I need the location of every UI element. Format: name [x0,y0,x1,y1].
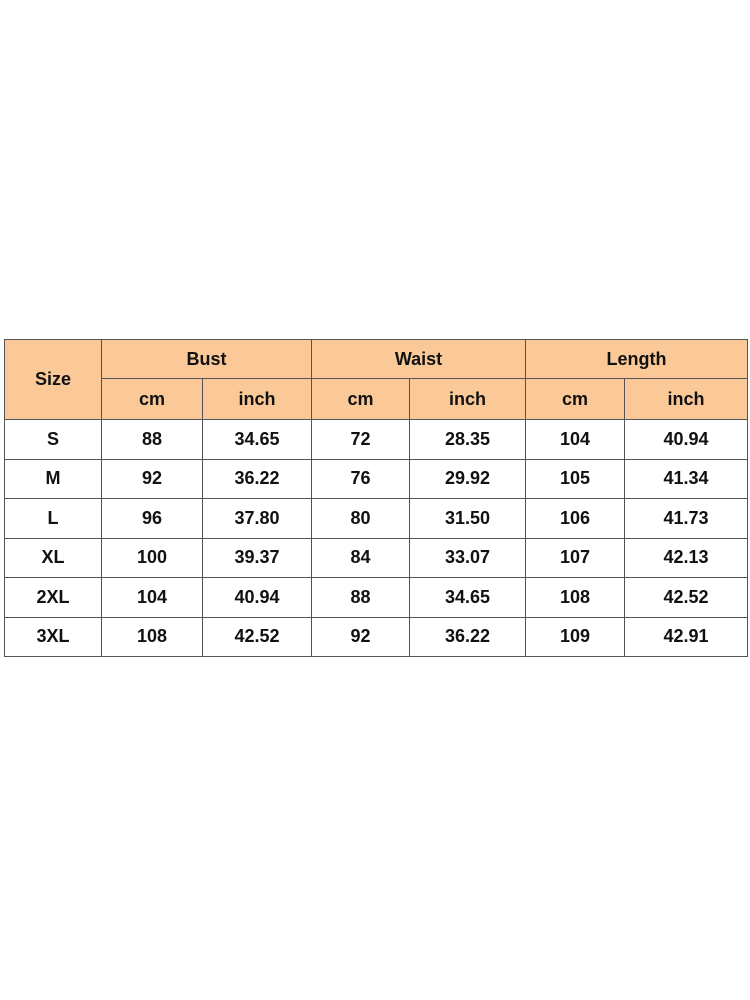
unit-header: cm [525,378,625,420]
measurement-cell: 29.92 [409,458,526,499]
measurement-cell: 42.91 [624,616,748,657]
measurement-cell: 33.07 [409,537,526,578]
measurement-cell: 36.22 [202,458,312,499]
size-cell: XL [4,537,102,578]
size-cell: S [4,419,102,460]
measurement-cell: 84 [311,537,410,578]
unit-header: inch [624,378,748,420]
measurement-cell: 88 [311,577,410,618]
measurement-cell: 42.52 [624,577,748,618]
size-cell: 3XL [4,616,102,657]
measurement-cell: 41.73 [624,498,748,539]
table-row: M 92 36.22 76 29.92 105 41.34 [4,458,748,499]
size-cell: 2XL [4,577,102,618]
measurement-cell: 107 [525,537,625,578]
measurement-cell: 104 [101,577,203,618]
measurement-cell: 34.65 [202,419,312,460]
measurement-cell: 42.52 [202,616,312,657]
table-row: L 96 37.80 80 31.50 106 41.73 [4,498,748,539]
measurement-cell: 39.37 [202,537,312,578]
table-row: 3XL 108 42.52 92 36.22 109 42.91 [4,616,748,657]
unit-header: inch [409,378,526,420]
measurement-cell: 42.13 [624,537,748,578]
waist-header: Waist [311,339,526,379]
table-row: S 88 34.65 72 28.35 104 40.94 [4,419,748,460]
measurement-cell: 41.34 [624,458,748,499]
measurement-cell: 80 [311,498,410,539]
measurement-cell: 92 [311,616,410,657]
measurement-cell: 88 [101,419,203,460]
size-cell: M [4,458,102,499]
measurement-cell: 34.65 [409,577,526,618]
bust-header: Bust [101,339,312,379]
measurement-cell: 106 [525,498,625,539]
size-chart-table: Size Bust Waist Length cm inch cm inch c… [4,339,748,657]
measurement-cell: 105 [525,458,625,499]
measurement-cell: 104 [525,419,625,460]
measurement-cell: 92 [101,458,203,499]
unit-header: cm [101,378,203,420]
table-row: 2XL 104 40.94 88 34.65 108 42.52 [4,577,748,618]
measurement-cell: 72 [311,419,410,460]
unit-header: cm [311,378,410,420]
measurement-cell: 109 [525,616,625,657]
measurement-cell: 28.35 [409,419,526,460]
size-cell: L [4,498,102,539]
size-header: Size [4,339,102,420]
measurement-cell: 37.80 [202,498,312,539]
unit-header: inch [202,378,312,420]
measurement-cell: 40.94 [202,577,312,618]
measurement-cell: 100 [101,537,203,578]
measurement-cell: 36.22 [409,616,526,657]
table-row: XL 100 39.37 84 33.07 107 42.13 [4,537,748,578]
measurement-cell: 40.94 [624,419,748,460]
measurement-cell: 76 [311,458,410,499]
length-header: Length [525,339,748,379]
measurement-cell: 31.50 [409,498,526,539]
measurement-cell: 108 [525,577,625,618]
measurement-cell: 108 [101,616,203,657]
measurement-cell: 96 [101,498,203,539]
